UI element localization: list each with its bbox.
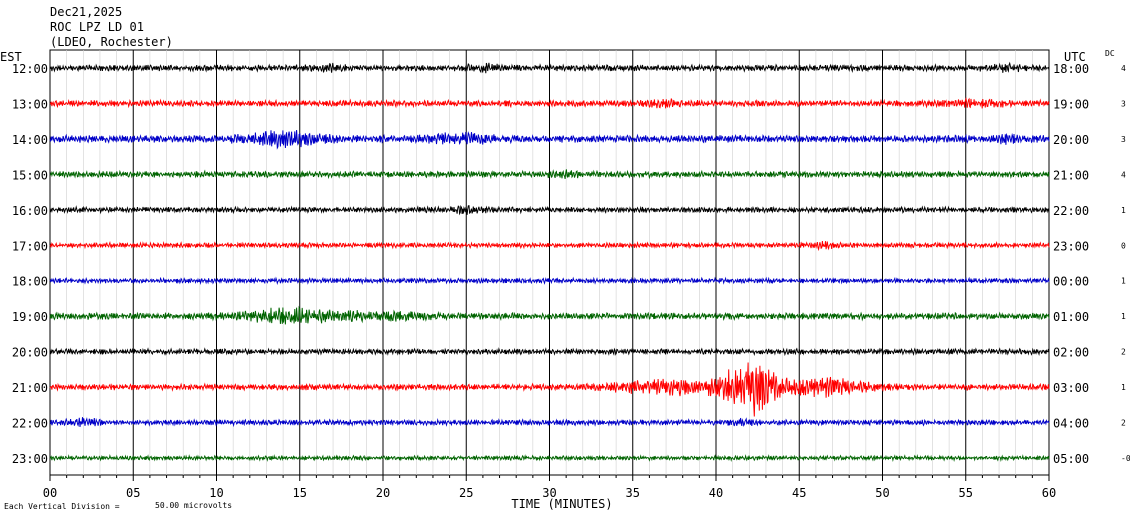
utc-header: UTC	[1064, 50, 1086, 64]
est-header: EST	[0, 50, 22, 64]
utc-time-label: 20:00	[1053, 133, 1089, 147]
scale-note: Each Vertical Division =	[4, 502, 120, 511]
x-tick-label: 40	[709, 486, 723, 500]
utc-time-label: 01:00	[1053, 310, 1089, 324]
est-time-label: 15:00	[12, 168, 48, 182]
scale-value: 50.00 microvolts	[155, 501, 232, 510]
x-tick-label: 00	[43, 486, 57, 500]
x-tick-label: 60	[1042, 486, 1056, 500]
dc-offset-label: 2	[1121, 348, 1126, 357]
x-tick-label: 20	[376, 486, 390, 500]
utc-time-label: 04:00	[1053, 417, 1089, 431]
trace-line	[49, 454, 1050, 463]
trace-line	[49, 347, 1050, 357]
traces	[49, 61, 1050, 463]
x-tick-label: 45	[792, 486, 806, 500]
trace-line	[49, 305, 1050, 325]
dc-offset-label: 4	[1121, 170, 1126, 179]
x-tick-label: 10	[209, 486, 223, 500]
utc-time-label: 18:00	[1053, 62, 1089, 76]
est-time-label: 16:00	[12, 204, 48, 218]
x-tick-label: 50	[875, 486, 889, 500]
utc-time-label: 23:00	[1053, 239, 1089, 253]
utc-time-label: 22:00	[1053, 204, 1089, 218]
x-tick-label: 05	[126, 486, 140, 500]
utc-time-label: 19:00	[1053, 97, 1089, 111]
x-axis-label: TIME (MINUTES)	[511, 497, 612, 511]
dc-offset-label: 3	[1121, 99, 1126, 108]
date-label: Dec21,2025	[50, 5, 123, 19]
est-time-label: 13:00	[12, 97, 48, 111]
trace-line	[50, 61, 1050, 74]
trace-line	[49, 96, 1050, 109]
trace-line	[49, 417, 1050, 428]
est-time-label: 17:00	[12, 239, 48, 253]
x-tick-label: 35	[626, 486, 640, 500]
dc-offset-label: 0	[1121, 241, 1126, 250]
trace-line	[49, 362, 1050, 417]
trace-line	[49, 240, 1050, 252]
dc-offset-label: 1	[1121, 277, 1126, 286]
utc-time-label: 02:00	[1053, 346, 1089, 360]
dc-offset-label: 3	[1121, 135, 1126, 144]
utc-time-label: 00:00	[1053, 275, 1089, 289]
grid-lines	[49, 49, 1050, 481]
utc-time-label: 03:00	[1053, 381, 1089, 395]
trace-line	[49, 276, 1050, 286]
est-time-label: 22:00	[12, 417, 48, 431]
est-time-label: 12:00	[12, 62, 48, 76]
est-time-label: 14:00	[12, 133, 48, 147]
dc-header: DC	[1105, 49, 1115, 58]
dc-offset-label: 1	[1121, 312, 1126, 321]
utc-time-label: 05:00	[1053, 452, 1089, 466]
dc-offset-label: 1	[1121, 383, 1126, 392]
dc-offset-label: 4	[1121, 64, 1126, 73]
est-time-label: 19:00	[12, 310, 48, 324]
est-time-label: 21:00	[12, 381, 48, 395]
x-tick-label: 55	[959, 486, 973, 500]
est-time-label: 20:00	[12, 346, 48, 360]
network-label: (LDEO, Rochester)	[50, 35, 173, 49]
dc-offset-label: 1	[1121, 206, 1126, 215]
trace-line	[49, 129, 1050, 150]
x-tick-label: 25	[459, 486, 473, 500]
x-tick-label: 15	[293, 486, 307, 500]
dc-offset-label: 2	[1121, 419, 1126, 428]
est-time-label: 23:00	[12, 452, 48, 466]
trace-line	[49, 169, 1050, 180]
trace-line	[49, 205, 1050, 216]
dc-offset-label: -0	[1121, 454, 1130, 463]
utc-time-label: 21:00	[1053, 168, 1089, 182]
est-time-label: 18:00	[12, 275, 48, 289]
x-tick-label: 30	[542, 486, 556, 500]
station-label: ROC LPZ LD 01	[50, 20, 144, 34]
